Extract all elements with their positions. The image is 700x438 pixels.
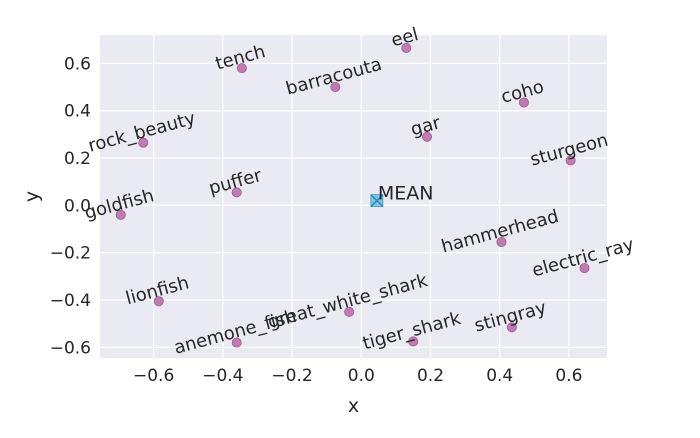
grid-lines (100, 35, 607, 358)
x-tick-label: −0.6 (133, 366, 174, 386)
y-tick-label: −0.4 (50, 291, 91, 311)
data-point (579, 263, 590, 274)
data-point (565, 155, 576, 166)
data-point (153, 296, 164, 307)
data-point (422, 131, 433, 142)
data-point (344, 306, 355, 317)
data-point (506, 322, 517, 333)
data-point (401, 43, 412, 54)
x-axis-label: x (348, 395, 359, 417)
mean-marker-group: MEAN (370, 183, 434, 208)
y-axis-label: y (21, 191, 43, 202)
x-tick-label: 0.4 (486, 366, 513, 386)
y-tick-label: −0.6 (50, 338, 91, 358)
data-point (496, 237, 507, 248)
data-point (231, 187, 242, 198)
x-tick-label: 0.2 (417, 366, 444, 386)
data-points (115, 43, 590, 348)
x-tick-label: −0.4 (202, 366, 243, 386)
y-tick-label: 0.0 (64, 196, 91, 216)
x-tick-label: 0.0 (348, 366, 375, 386)
x-tick-labels: −0.6 −0.4 −0.2 0.0 0.2 0.4 0.6 (133, 366, 582, 386)
y-tick-label: 0.6 (64, 54, 91, 74)
y-tick-labels: −0.6 −0.4 −0.2 0.0 0.2 0.4 0.6 (50, 54, 91, 358)
data-point (236, 63, 247, 74)
x-tick-label: 0.6 (555, 366, 582, 386)
data-point (518, 97, 529, 108)
y-tick-label: 0.2 (64, 149, 91, 169)
mean-marker-cross-b (370, 194, 384, 208)
x-tick-label: −0.2 (271, 366, 312, 386)
data-point (408, 336, 419, 347)
data-point (231, 337, 242, 348)
mean-label: MEAN (378, 183, 434, 205)
plot-background (100, 35, 607, 358)
data-point (115, 209, 126, 220)
data-point (330, 82, 341, 93)
data-point (138, 137, 149, 148)
y-tick-label: 0.4 (64, 102, 91, 122)
y-tick-label: −0.2 (50, 244, 91, 264)
